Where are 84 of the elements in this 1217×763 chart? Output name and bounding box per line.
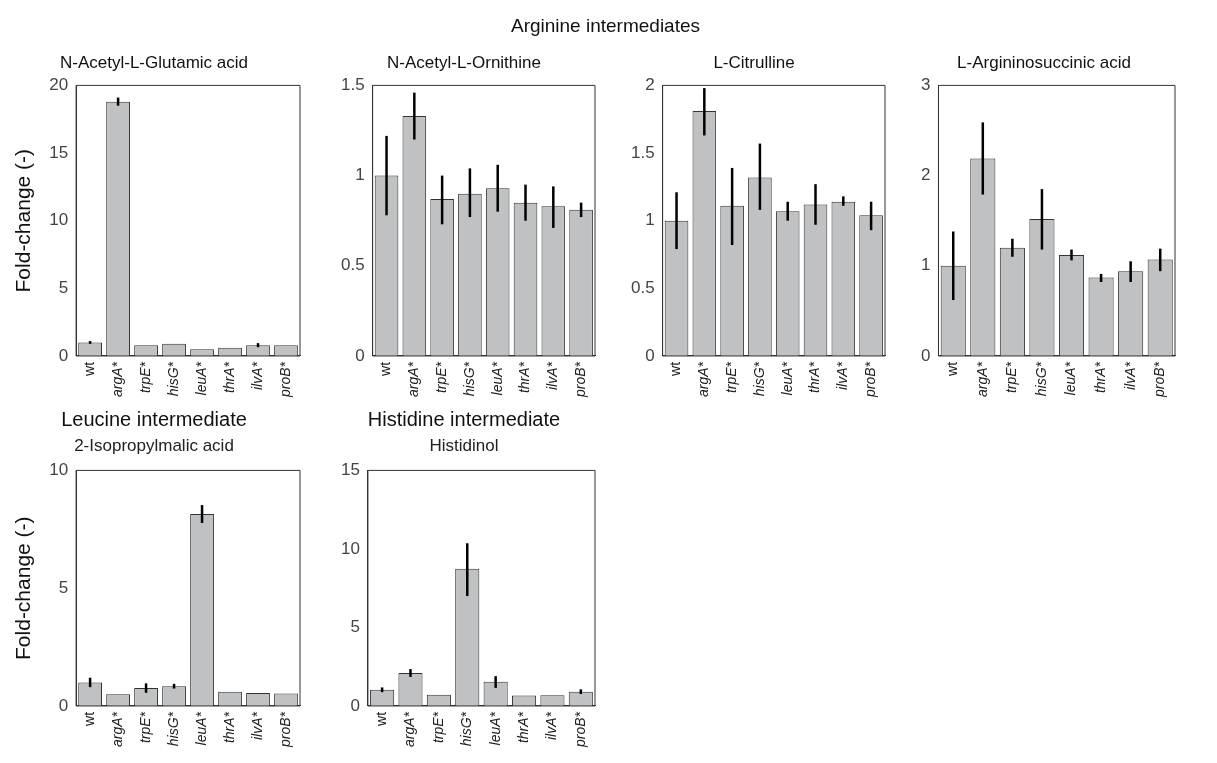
- x-tick-label: wt: [80, 361, 97, 377]
- y-tick-label: 0: [645, 345, 655, 365]
- x-tick-label: wt: [80, 711, 97, 727]
- y-tick-label: 10: [49, 460, 69, 480]
- x-tick-label: proB*: [861, 361, 878, 399]
- y-tick-label: 0: [920, 345, 931, 365]
- x-tick-label: trpE*: [429, 711, 446, 744]
- chart-title: L-Citrulline: [713, 52, 795, 72]
- chart-subtitle: 2-Isopropylmalic acid: [74, 435, 234, 455]
- x-tick-label: argA*: [973, 361, 990, 398]
- x-tick-label: wt: [372, 711, 389, 727]
- x-tick-label: proB*: [276, 361, 293, 399]
- x-tick-label: proB*: [571, 361, 588, 399]
- x-tick-label: trpE*: [433, 361, 450, 394]
- x-tick-label: proB*: [1151, 361, 1168, 399]
- y-tick-label: 0: [350, 695, 360, 715]
- x-tick-label: trpE*: [136, 711, 153, 744]
- x-tick-label: argA*: [405, 361, 422, 398]
- y-tick-label: 10: [49, 210, 69, 230]
- x-tick-label: hisG*: [1032, 361, 1049, 397]
- x-tick-label: trpE*: [136, 361, 153, 394]
- chart-title: N-Acetyl-L-Ornithine: [387, 52, 541, 72]
- y-tick-label: 5: [58, 278, 69, 298]
- y-tick-label: 1: [920, 255, 931, 275]
- x-tick-label: thrA*: [516, 361, 533, 394]
- x-tick-label: wt: [944, 361, 961, 377]
- x-tick-label: leuA*: [486, 711, 503, 746]
- chart-title: Histidine intermediate: [367, 407, 561, 430]
- y-tick-label: 15: [49, 142, 69, 162]
- x-tick-label: hisG*: [458, 711, 475, 747]
- y-tick-label: 0: [58, 695, 69, 715]
- x-tick-label: ilvA*: [544, 361, 561, 390]
- y-tick-label: 0.5: [630, 278, 655, 298]
- x-tick-label: thrA*: [806, 361, 823, 394]
- chart-subtitle: Histidinol: [429, 435, 499, 455]
- chart-title: Leucine intermediate: [61, 407, 247, 430]
- y-axis-title: Fold-change (-): [11, 516, 35, 660]
- x-tick-label: ilvA*: [1121, 361, 1138, 390]
- y-tick-label: 5: [350, 617, 360, 637]
- x-tick-label: leuA*: [192, 711, 209, 746]
- y-tick-label: 0.5: [340, 255, 365, 275]
- y-tick-label: 1: [355, 165, 365, 185]
- y-tick-label: 1.5: [340, 75, 365, 95]
- x-tick-label: argA*: [108, 361, 125, 398]
- x-tick-label: ilvA*: [248, 711, 265, 740]
- y-tick-label: 2: [645, 75, 655, 95]
- x-tick-label: wt: [377, 361, 394, 377]
- x-tick-label: trpE*: [1003, 361, 1020, 394]
- y-tick-label: 1: [645, 210, 655, 230]
- y-axis-title: Fold-change (-): [11, 148, 35, 293]
- x-tick-label: thrA*: [1091, 361, 1108, 394]
- x-tick-label: hisG*: [164, 361, 181, 397]
- x-tick-label: proB*: [571, 711, 588, 749]
- y-tick-label: 20: [49, 75, 69, 95]
- x-tick-label: proB*: [276, 711, 293, 749]
- chart-title: N-Acetyl-L-Glutamic acid: [60, 52, 248, 72]
- y-tick-label: 2: [920, 165, 931, 185]
- y-tick-label: 5: [58, 577, 69, 597]
- y-tick-label: 0: [355, 345, 365, 365]
- x-tick-label: ilvA*: [834, 361, 851, 390]
- y-tick-label: 15: [340, 460, 360, 480]
- x-tick-label: hisG*: [750, 361, 767, 397]
- y-tick-label: 3: [920, 75, 931, 95]
- x-tick-label: leuA*: [778, 361, 795, 396]
- x-tick-label: leuA*: [488, 361, 505, 396]
- text: Arginine intermediates: [509, 15, 701, 37]
- x-tick-label: hisG*: [460, 361, 477, 397]
- x-tick-label: argA*: [401, 711, 418, 748]
- x-tick-label: thrA*: [514, 711, 531, 744]
- y-tick-label: 0: [58, 345, 69, 365]
- x-tick-label: trpE*: [723, 361, 740, 394]
- x-tick-label: ilvA*: [543, 711, 560, 740]
- x-tick-label: ilvA*: [248, 361, 265, 390]
- x-tick-label: thrA*: [220, 361, 237, 394]
- x-tick-label: argA*: [695, 361, 712, 398]
- x-tick-label: argA*: [108, 711, 125, 748]
- x-tick-label: wt: [667, 361, 684, 377]
- x-tick-label: leuA*: [1062, 361, 1079, 396]
- chart-title: L-Argininosuccinic acid: [957, 52, 1131, 72]
- y-tick-label: 1.5: [630, 142, 655, 162]
- y-tick-label: 10: [340, 538, 360, 558]
- x-tick-label: hisG*: [164, 711, 181, 747]
- x-tick-label: thrA*: [220, 711, 237, 744]
- x-tick-label: leuA*: [192, 361, 209, 396]
